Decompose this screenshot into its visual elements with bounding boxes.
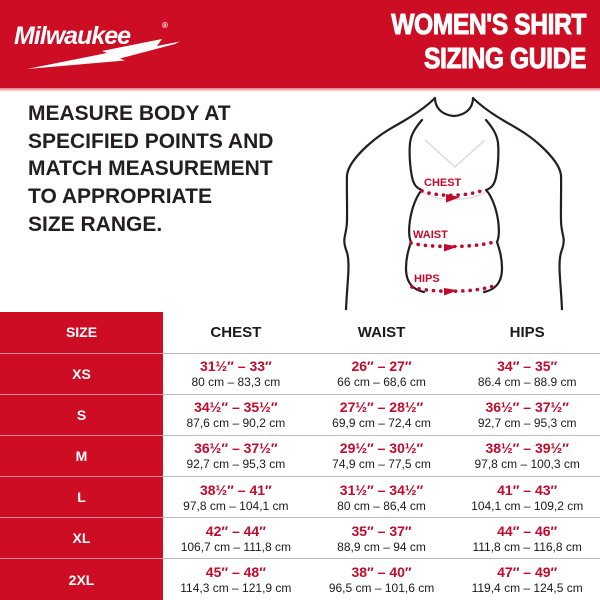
svg-text:WAIST: WAIST (413, 229, 448, 241)
svg-text:HIPS: HIPS (414, 273, 440, 285)
svg-text:Milwaukee: Milwaukee (14, 22, 131, 50)
svg-text:CHEST: CHEST (424, 177, 462, 189)
svg-text:®: ® (162, 21, 168, 30)
